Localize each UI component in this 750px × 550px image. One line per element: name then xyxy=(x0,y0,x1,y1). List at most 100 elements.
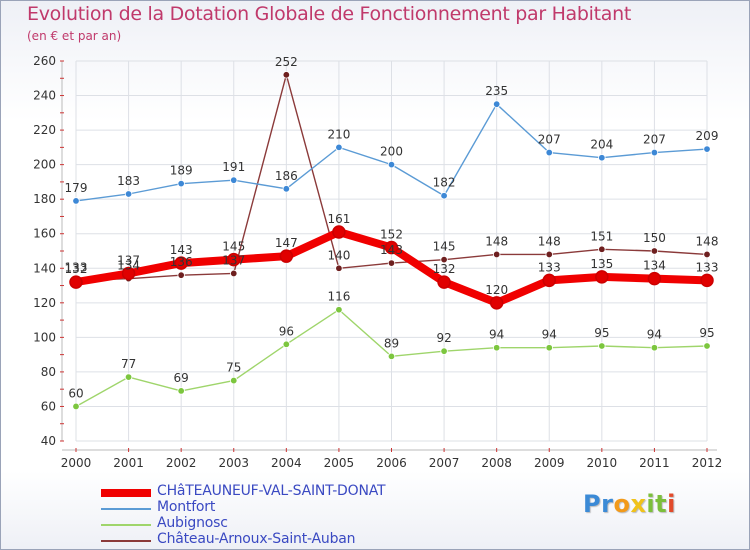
data-label: 137 xyxy=(222,253,245,267)
data-point xyxy=(387,259,396,267)
data-point xyxy=(703,145,711,153)
data-label: 207 xyxy=(538,133,561,147)
data-point xyxy=(595,270,609,284)
data-point xyxy=(282,340,291,348)
data-point xyxy=(335,264,343,272)
data-label: 116 xyxy=(327,290,350,304)
data-label-layer: 133 134 136 137 252 140 143 145 148 148 151 150 148 1… xyxy=(65,55,719,401)
data-label: 148 xyxy=(538,234,561,248)
data-label: 94 xyxy=(542,328,557,342)
data-label: 69 xyxy=(174,371,189,385)
x-tick-label: 2008 xyxy=(481,456,512,470)
y-tick-label: 240 xyxy=(33,89,56,103)
y-tick-label: 220 xyxy=(33,123,56,137)
data-point xyxy=(230,269,238,278)
data-point xyxy=(177,271,185,279)
data-label: 94 xyxy=(489,328,504,342)
proxiti-logo: Proxiti xyxy=(583,490,676,518)
x-tick-label: 2009 xyxy=(534,456,565,470)
axes: 40 60 80 100 120 140 160 180 200 220 240 260 2000 200… xyxy=(33,54,722,470)
data-label: 143 xyxy=(170,243,193,257)
data-point xyxy=(492,344,501,352)
x-tick-label: 2012 xyxy=(692,456,723,470)
x-tick-label: 2010 xyxy=(587,456,618,470)
data-point xyxy=(647,271,662,286)
data-point xyxy=(598,342,606,350)
data-label: 147 xyxy=(275,236,298,250)
data-point xyxy=(69,275,83,289)
data-label: 210 xyxy=(327,127,350,141)
series-layer xyxy=(69,71,714,411)
data-label: 209 xyxy=(696,129,719,143)
data-point xyxy=(650,247,659,255)
data-point xyxy=(387,160,396,169)
data-label: 94 xyxy=(647,328,662,342)
data-label: 152 xyxy=(380,228,403,242)
data-point xyxy=(387,352,396,361)
data-label: 182 xyxy=(433,176,456,190)
data-point xyxy=(545,148,553,157)
x-tick-label: 2004 xyxy=(271,456,302,470)
y-tick-label: 120 xyxy=(33,296,56,310)
data-label: 148 xyxy=(485,234,508,248)
data-point xyxy=(124,190,133,198)
data-label: 204 xyxy=(590,138,613,152)
data-point xyxy=(598,245,606,253)
data-label: 96 xyxy=(279,324,294,338)
data-point xyxy=(332,225,346,239)
data-point xyxy=(227,252,241,267)
legend-swatch xyxy=(101,540,151,542)
data-point xyxy=(700,273,714,288)
x-tick-label: 2007 xyxy=(429,456,460,470)
data-point xyxy=(437,275,451,289)
data-point xyxy=(279,249,294,263)
data-label: 200 xyxy=(380,145,403,159)
data-label: 60 xyxy=(68,386,83,400)
grid xyxy=(75,60,708,442)
data-label: 134 xyxy=(117,259,140,273)
legend-swatch xyxy=(101,508,151,510)
data-point xyxy=(545,250,553,259)
y-tick-label: 80 xyxy=(41,365,56,379)
data-label: 77 xyxy=(121,357,136,371)
data-point xyxy=(282,71,291,79)
data-label: 150 xyxy=(643,231,666,245)
data-label: 140 xyxy=(327,248,350,262)
data-label: 133 xyxy=(696,260,719,274)
x-tick-label: 2001 xyxy=(113,456,144,470)
legend-label: Château-Arnoux-Saint-Auban xyxy=(157,531,356,547)
series-0 xyxy=(69,225,714,310)
legend-label: Montfort xyxy=(157,499,216,515)
data-point xyxy=(542,273,556,288)
data-point xyxy=(489,296,504,310)
data-label: 132 xyxy=(65,262,88,276)
data-point xyxy=(177,179,185,188)
data-label: 133 xyxy=(65,260,88,274)
data-point xyxy=(335,306,343,314)
data-label: 135 xyxy=(590,257,613,271)
x-tick-label: 2005 xyxy=(324,456,355,470)
data-label: 143 xyxy=(380,243,403,257)
data-point xyxy=(282,185,291,193)
y-tick-label: 140 xyxy=(33,261,56,275)
data-point xyxy=(492,100,501,108)
data-point xyxy=(72,197,80,205)
data-label: 183 xyxy=(117,174,140,188)
data-label: 161 xyxy=(327,212,350,226)
data-point xyxy=(492,250,501,259)
data-point xyxy=(174,256,188,270)
data-label: 252 xyxy=(275,55,298,69)
data-label: 145 xyxy=(433,240,456,254)
chart-title: Evolution de la Dotation Globale de Fonc… xyxy=(27,3,632,25)
series-1 xyxy=(72,100,711,205)
data-label: 95 xyxy=(699,326,714,340)
data-label: 207 xyxy=(643,133,666,147)
data-label: 95 xyxy=(594,326,609,340)
legend-label: CHâTEAUNEUF-VAL-SAINT-DONAT xyxy=(157,483,386,499)
data-label: 179 xyxy=(65,181,88,195)
data-point xyxy=(335,143,343,152)
y-tick-label: 60 xyxy=(41,399,56,413)
data-point xyxy=(121,266,136,281)
